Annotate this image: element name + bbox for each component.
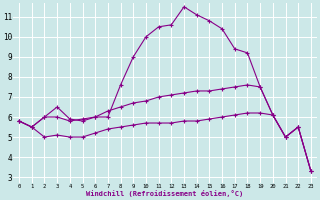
X-axis label: Windchill (Refroidissement éolien,°C): Windchill (Refroidissement éolien,°C) [86, 190, 244, 197]
